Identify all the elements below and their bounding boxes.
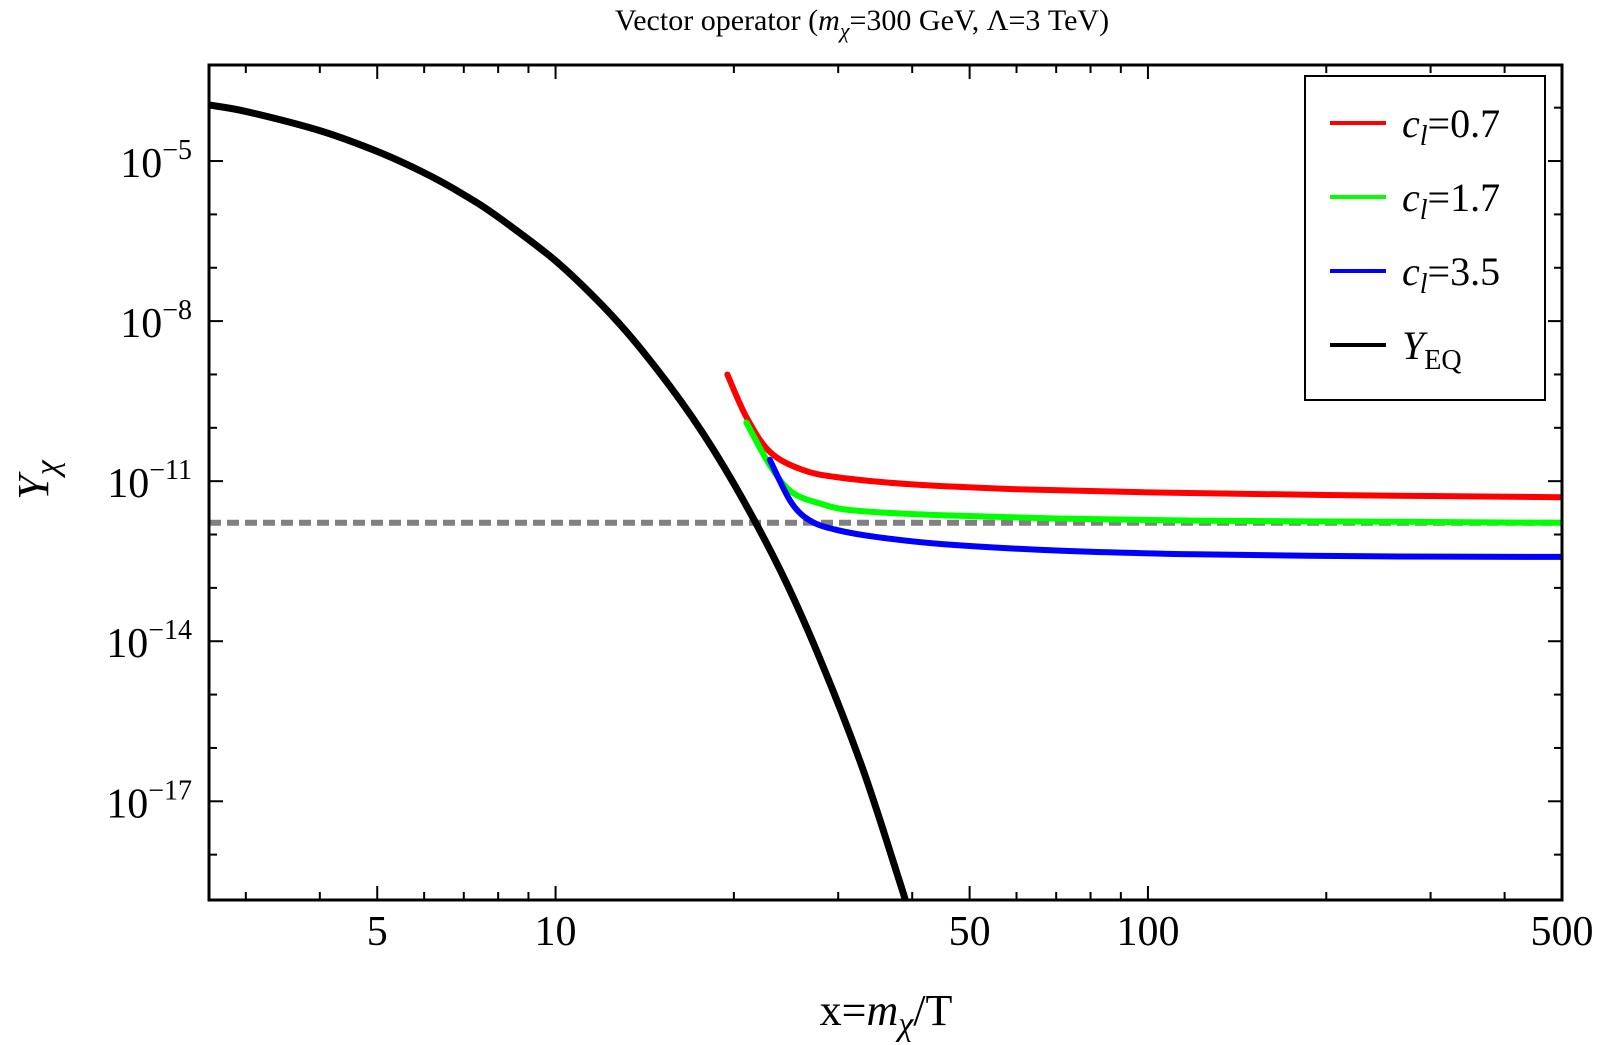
legend-label: cl=3.5 bbox=[1402, 249, 1500, 300]
plot-frame bbox=[207, 63, 1564, 902]
series-line-y-eq bbox=[209, 101, 909, 900]
y-tick-label: 10−5 bbox=[120, 135, 192, 187]
x-tick-label: 5 bbox=[367, 909, 388, 955]
data-curves bbox=[209, 101, 1562, 900]
series-line-c-l-1-7 bbox=[743, 419, 1562, 526]
x-tick-label: 100 bbox=[1116, 909, 1179, 955]
y-axis-label: Yχ bbox=[9, 459, 66, 499]
x-tick-label: 50 bbox=[949, 909, 991, 955]
y-tick-labels: 10−5 10−8 10−11 10−14 10−17 bbox=[106, 135, 192, 827]
y-tick-label: 10−11 bbox=[107, 455, 192, 507]
legend: cl=0.7 cl=1.7 cl=3.5 YEQ bbox=[1304, 75, 1546, 401]
y-tick-label: 10−17 bbox=[106, 775, 192, 827]
x-tick-label: 10 bbox=[535, 909, 577, 955]
legend-label: cl=0.7 bbox=[1402, 101, 1500, 152]
y-tick-label: 10−8 bbox=[120, 295, 192, 347]
chart-title: Vector operator (mχ=300 GeV, Λ=3 TeV) bbox=[615, 4, 1109, 43]
x-axis-label: x=mχ/T bbox=[820, 986, 953, 1043]
legend-label: YEQ bbox=[1402, 323, 1462, 376]
legend-label: cl=1.7 bbox=[1402, 175, 1500, 226]
y-tick-label: 10−14 bbox=[106, 615, 192, 667]
series-line-c-l-3-5 bbox=[766, 456, 1562, 560]
x-tick-labels: 5 10 50 100 500 bbox=[367, 909, 1594, 955]
x-tick-label: 500 bbox=[1531, 909, 1594, 955]
series-line-c-l-0-7 bbox=[724, 371, 1562, 501]
